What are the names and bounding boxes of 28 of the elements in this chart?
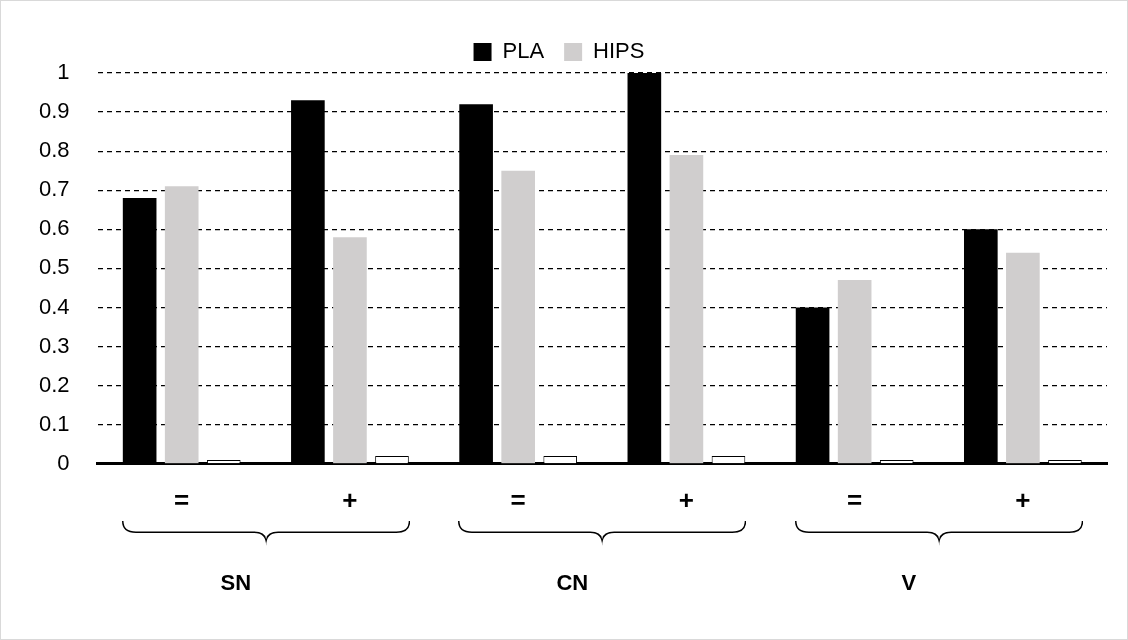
y-tick-label: 0.3	[38, 332, 70, 358]
text: CN	[556, 570, 589, 596]
y-tick-label: 0.4	[38, 293, 70, 319]
bar	[837, 280, 872, 464]
x-tick-label: +	[678, 484, 694, 515]
text: V	[901, 570, 917, 596]
legend-label: HIPS	[593, 38, 645, 64]
y-tick-label: 0.6	[38, 215, 70, 241]
y-tick-label: 0.9	[38, 98, 70, 124]
y-tick-label: 0.1	[38, 410, 70, 436]
y-tick-label: 0.2	[38, 371, 70, 397]
y-tick-label: 0.7	[38, 176, 70, 202]
bar	[333, 237, 367, 464]
bar	[164, 186, 199, 464]
x-tick-label: +	[342, 484, 358, 515]
y-tick-label: 0.8	[38, 137, 70, 163]
y-tick-label: 1	[57, 59, 70, 85]
x-tick-label: =	[847, 484, 863, 515]
x-tick-label: +	[1015, 484, 1031, 515]
x-tick-label: =	[510, 484, 526, 515]
text: SN	[220, 570, 252, 596]
y-tick-label: 0	[57, 449, 70, 475]
bar	[669, 155, 704, 464]
y-tick-label: 0.5	[38, 254, 70, 280]
bar	[501, 170, 535, 464]
legend-label: PLA	[502, 38, 545, 64]
bar	[1006, 252, 1040, 464]
x-tick-label: =	[174, 484, 190, 515]
